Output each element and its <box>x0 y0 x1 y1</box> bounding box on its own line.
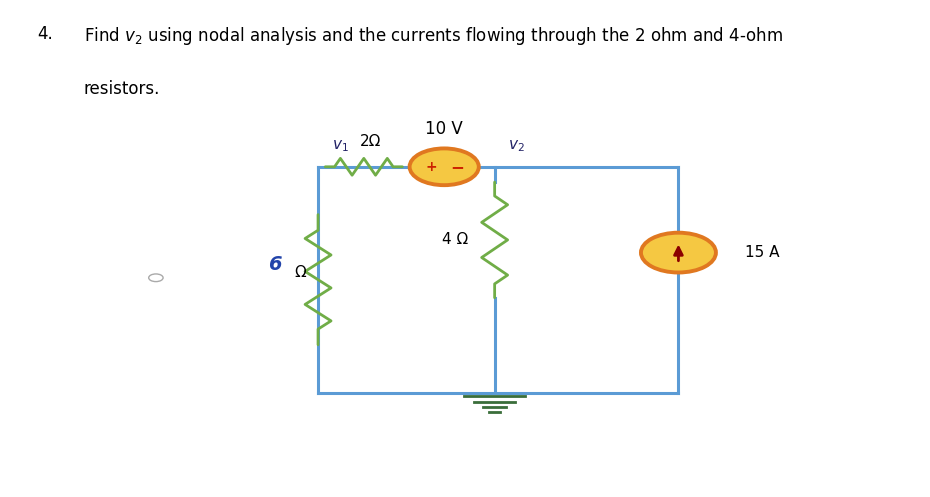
Text: 4.: 4. <box>37 25 53 43</box>
Text: resistors.: resistors. <box>84 80 160 97</box>
Text: Ω: Ω <box>294 264 306 279</box>
Text: 6: 6 <box>268 255 282 274</box>
Text: +: + <box>425 160 437 174</box>
Text: −: − <box>450 158 464 176</box>
Text: 15 A: 15 A <box>745 245 779 260</box>
Circle shape <box>641 233 716 272</box>
Text: $v_2$: $v_2$ <box>508 138 525 154</box>
Text: Find $v_2$ using nodal analysis and the currents flowing through the 2 ohm and 4: Find $v_2$ using nodal analysis and the … <box>84 25 783 47</box>
Text: 10 V: 10 V <box>425 119 463 138</box>
Text: 4 Ω: 4 Ω <box>442 233 468 248</box>
Circle shape <box>409 149 479 185</box>
Text: 2Ω: 2Ω <box>360 134 381 150</box>
Text: $v_1$: $v_1$ <box>333 138 350 154</box>
